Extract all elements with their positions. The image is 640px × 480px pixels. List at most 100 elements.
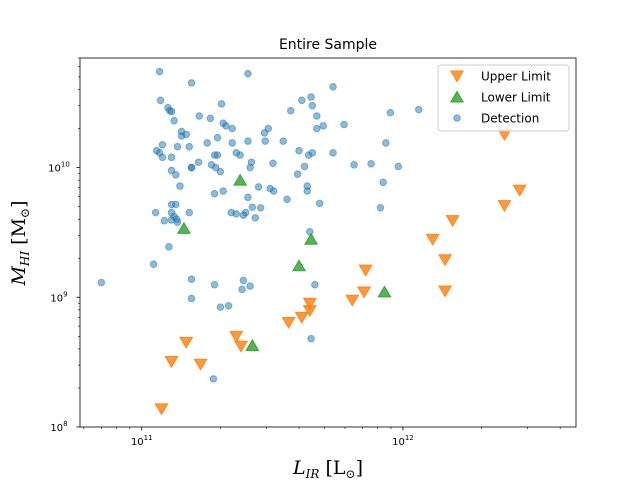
detection-point [173, 142, 182, 151]
x-axis-label: LIR [L⊙] [292, 457, 363, 480]
upper-limit-point [229, 330, 244, 343]
detection-point [244, 137, 252, 145]
detection-point [244, 193, 252, 202]
detection-point [172, 200, 180, 209]
detection-point [269, 187, 278, 195]
detection-point [165, 243, 173, 251]
detection-point [279, 137, 288, 145]
detection-point [210, 151, 219, 159]
detection-point [176, 182, 184, 190]
upper-limit-point [357, 286, 372, 299]
detection-point [156, 96, 165, 105]
upper-limit-point [281, 316, 296, 330]
legend-box [437, 64, 570, 132]
detection-point [194, 158, 203, 167]
legend-upper-limit-marker [449, 70, 465, 83]
detection-point [151, 208, 160, 217]
detection-point [222, 122, 230, 130]
upper-limit-point [445, 215, 460, 228]
upper-limit-point [233, 340, 249, 353]
detection-point [269, 159, 277, 168]
detection-point [307, 93, 315, 101]
detection-point [293, 170, 302, 178]
detection-point [216, 167, 225, 176]
detection-point [303, 187, 312, 195]
detection-point [187, 163, 196, 172]
plot-frame [79, 57, 577, 428]
detection-point [182, 130, 191, 139]
detection-point [261, 137, 270, 145]
legend: Upper Limit Lower Limit Detection [437, 64, 570, 132]
detection-point [264, 124, 273, 133]
detection-point [195, 112, 204, 120]
detection-point [210, 280, 219, 289]
detection-point [340, 120, 348, 129]
detection-point [203, 139, 211, 147]
detection-point [206, 114, 215, 123]
upper-limit-point [425, 233, 440, 246]
detection-point [307, 334, 315, 343]
lower-limit-point [377, 285, 392, 298]
y-tick-label: 108 [50, 420, 67, 434]
upper-limit-point [164, 356, 179, 369]
detection-point [386, 108, 395, 117]
detection-point [213, 133, 222, 142]
detection-point [152, 146, 161, 155]
detection-point [414, 105, 423, 114]
upper-limit-point [154, 403, 169, 416]
detection-point [313, 112, 321, 120]
legend-detection-marker [453, 114, 461, 122]
y-tick-label: 109 [50, 290, 67, 304]
detection-point [239, 211, 248, 219]
detection-point [217, 100, 226, 108]
upper-limit-point [512, 184, 527, 197]
detection-point [367, 159, 375, 168]
detection-point [187, 79, 196, 87]
detection-point [350, 161, 358, 169]
detection-point [207, 161, 216, 169]
detection-point [379, 178, 387, 187]
upper-limit-point [437, 285, 453, 298]
detection-point [158, 153, 167, 162]
upper-limit-point [179, 336, 194, 349]
lower-limit-point [291, 259, 307, 272]
detection-point [329, 82, 337, 91]
lower-limit-point [176, 221, 191, 234]
detection-point [219, 187, 227, 195]
detection-point [167, 153, 176, 162]
detection-point [251, 214, 260, 222]
detection-point [244, 69, 252, 78]
data-points [97, 67, 527, 416]
detection-point [228, 124, 237, 133]
detection-point [185, 208, 194, 217]
detection-point [298, 96, 306, 105]
detection-point [155, 67, 164, 76]
lower-limit-point [245, 338, 260, 351]
y-tick-label: 1010 [48, 161, 70, 175]
detection-point [165, 106, 174, 115]
upper-limit-point [358, 264, 373, 277]
x-tick-label: 1011 [131, 434, 153, 448]
detection-point [173, 218, 182, 226]
detection-point [216, 303, 225, 311]
x-tick-label: 1012 [392, 434, 414, 448]
detection-point [286, 106, 295, 115]
detection-point [329, 149, 337, 157]
legend-lower-limit-marker [449, 90, 465, 103]
detection-point [210, 189, 219, 198]
legend-detection-label: Detection [481, 112, 539, 126]
upper-limit-point [497, 200, 512, 213]
detection-point [227, 208, 236, 217]
detection-point [311, 280, 319, 289]
upper-limit-point [437, 254, 453, 267]
upper-limit-point [345, 294, 360, 307]
detection-point [246, 282, 254, 290]
detection-point [149, 260, 158, 268]
detection-point [254, 183, 263, 191]
detection-point [187, 294, 196, 303]
lower-limit-point [233, 173, 248, 186]
detection-point [239, 276, 248, 285]
detection-point [248, 203, 257, 212]
lower-limit-point [304, 232, 319, 245]
